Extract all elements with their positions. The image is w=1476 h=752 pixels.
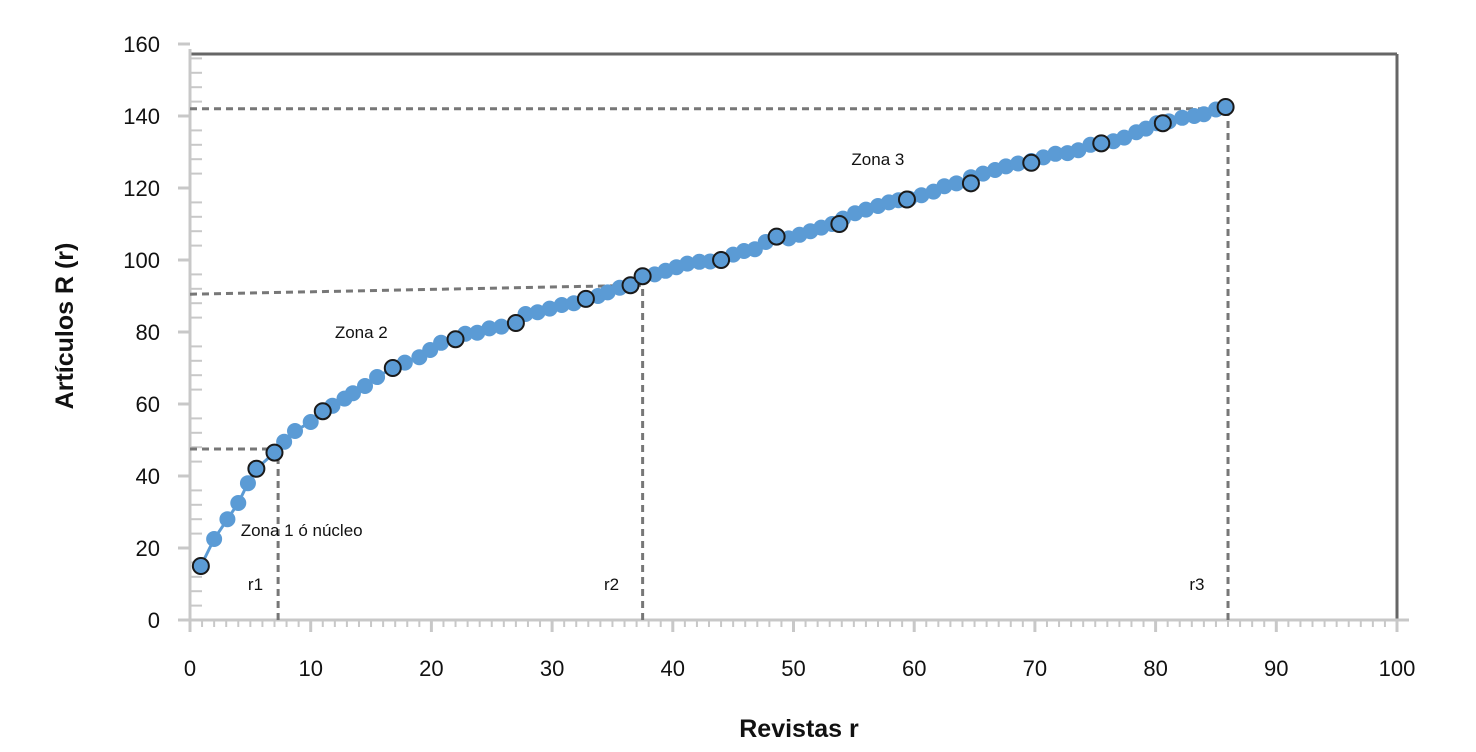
annotation-label: Zona 3 xyxy=(851,150,904,169)
y-tick-label: 100 xyxy=(123,248,160,273)
data-point xyxy=(230,495,247,511)
highlighted-point xyxy=(830,215,849,233)
highlighted-point xyxy=(1153,114,1172,133)
highlighted-point xyxy=(897,190,916,209)
y-tick-label: 80 xyxy=(136,320,160,345)
data-point xyxy=(1174,109,1191,126)
x-tick-label: 50 xyxy=(781,656,805,681)
x-tick-label: 40 xyxy=(661,656,685,681)
data-point xyxy=(529,304,546,321)
annotation-label: r3 xyxy=(1189,575,1204,594)
data-point xyxy=(357,378,374,394)
data-point xyxy=(287,423,304,439)
reference-lines xyxy=(189,107,1230,620)
data-point xyxy=(493,318,510,335)
data-point xyxy=(469,324,486,341)
highlighted-point xyxy=(191,557,210,575)
highlighted-point xyxy=(313,402,332,421)
x-tick-label: 80 xyxy=(1143,656,1167,681)
data-point xyxy=(913,187,930,204)
highlighted-point xyxy=(1092,134,1111,153)
x-tick-label: 0 xyxy=(184,656,196,681)
highlighted-point xyxy=(633,267,652,286)
data-point xyxy=(219,511,236,528)
highlighted-point xyxy=(383,359,402,377)
y-axis-title: Artículos R (r) xyxy=(51,243,79,410)
y-tick-label: 0 xyxy=(148,608,160,633)
data-point xyxy=(1010,155,1027,172)
data-point xyxy=(541,300,558,317)
highlighted-point xyxy=(767,227,786,246)
annotations: Zona 1 ó núcleo Zona 2 Zona 3 r1 r2 r3 xyxy=(241,150,1205,594)
plot-frame xyxy=(190,52,1399,620)
x-axis-title: Revistas r xyxy=(739,715,859,743)
data-point xyxy=(481,320,498,337)
data-point xyxy=(1047,145,1064,162)
annotation-label: Zona 2 xyxy=(335,323,388,342)
highlighted-point xyxy=(712,251,731,269)
data-point xyxy=(948,175,965,192)
highlighted-point xyxy=(961,174,980,193)
data-point xyxy=(599,284,616,301)
x-tick-label: 60 xyxy=(902,656,926,681)
data-point xyxy=(369,369,386,385)
data-point xyxy=(206,531,223,547)
x-tick-label: 100 xyxy=(1379,656,1416,681)
data-point xyxy=(857,201,874,218)
y-tick-label: 120 xyxy=(123,176,160,201)
highlighted-point xyxy=(446,330,465,349)
y-tick-label: 160 xyxy=(123,32,160,57)
highlighted-point xyxy=(247,459,266,478)
data-point xyxy=(1195,106,1212,123)
annotation-label: r1 xyxy=(248,575,263,594)
data-point xyxy=(239,475,256,492)
data-series xyxy=(191,98,1235,575)
highlighted-point xyxy=(265,443,284,462)
data-point xyxy=(553,297,570,313)
x-tick-label: 20 xyxy=(419,656,443,681)
annotation-label: Zona 1 ó núcleo xyxy=(241,521,363,540)
highlighted-point xyxy=(576,289,595,308)
data-point xyxy=(1116,129,1133,146)
highlighted-point xyxy=(506,314,525,332)
annotation-label: r2 xyxy=(604,575,619,594)
highlighted-point xyxy=(1216,98,1235,116)
x-tick-label: 30 xyxy=(540,656,564,681)
x-tick-label: 70 xyxy=(1023,656,1047,681)
y-tick-label: 60 xyxy=(136,392,160,417)
data-point xyxy=(344,385,361,402)
highlighted-point xyxy=(621,276,640,295)
data-point xyxy=(679,255,696,272)
data-point xyxy=(302,414,319,430)
data-point xyxy=(974,165,991,182)
highlighted-point xyxy=(1022,153,1041,172)
x-tick-label: 10 xyxy=(298,656,322,681)
reference-line-horizontal xyxy=(189,283,643,296)
data-point xyxy=(433,334,450,351)
axes: 0 10 20 30 40 50 60 70 80 90 100 0 20 40 60 80 100 120 140… xyxy=(123,32,1415,681)
y-tick-label: 140 xyxy=(123,104,160,129)
data-point xyxy=(1070,142,1087,159)
x-tick-label: 90 xyxy=(1264,656,1288,681)
y-tick-label: 20 xyxy=(136,536,160,561)
data-point xyxy=(997,158,1014,175)
y-tick-label: 40 xyxy=(136,464,160,489)
data-point xyxy=(936,178,953,195)
